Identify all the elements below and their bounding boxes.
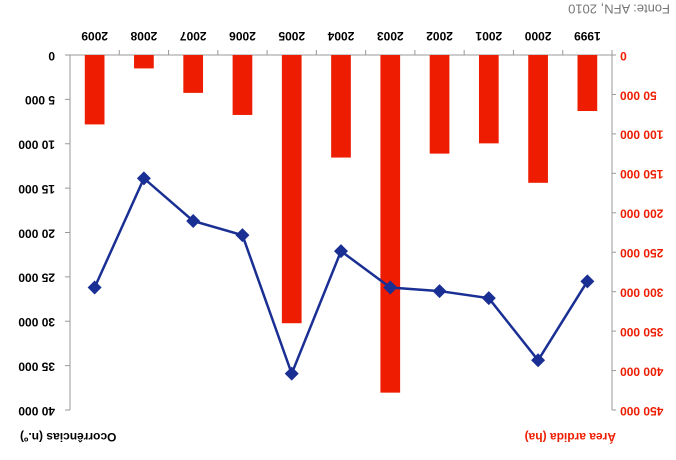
x-tick-label: 2003	[377, 29, 404, 43]
bar	[232, 55, 253, 115]
source: Fonte: AFN, 2010	[568, 2, 670, 17]
bar	[380, 55, 401, 393]
marker	[580, 274, 595, 289]
y2-tick-label: 35 000	[18, 359, 55, 373]
y2-tick-label: 5 000	[25, 93, 55, 107]
y2-tick-label: 25 000	[18, 271, 55, 285]
x-tick-label: 2006	[229, 29, 256, 43]
y-axis-title: Área ardida (ha)	[525, 430, 616, 445]
y2-axis-title: Ocorrências (n.º)	[20, 430, 116, 444]
bar	[577, 55, 598, 112]
bar	[183, 55, 204, 93]
y-tick-label: 250 000	[620, 246, 664, 260]
y2-tick-label: 0	[48, 49, 55, 63]
bar	[429, 55, 450, 154]
y-tick-label: 350 000	[620, 325, 664, 339]
y-tick-label: 400 000	[620, 364, 664, 378]
x-tick-label: 2004	[327, 29, 354, 43]
marker	[481, 291, 496, 306]
marker	[87, 280, 102, 295]
x-tick-label: 2002	[426, 29, 453, 43]
y-tick-label: 200 000	[620, 207, 664, 221]
marker	[235, 228, 250, 243]
bar	[528, 55, 548, 183]
chart-body: Fonte: AFN, 2010 Área ardida (ha) Ocorrê…	[18, 2, 670, 445]
y2-tick-label: 30 000	[18, 315, 55, 329]
y2-tick-label: 10 000	[18, 138, 55, 152]
marker	[432, 284, 447, 299]
x-tick-label: 2008	[130, 29, 157, 43]
x-tick-label: 2009	[81, 29, 108, 43]
x-tick-label: 2000	[524, 29, 551, 43]
x-tick-label: 2007	[180, 29, 207, 43]
marker	[531, 353, 546, 368]
bar	[281, 55, 302, 324]
marker	[284, 366, 299, 381]
y-tick-label: 150 000	[620, 167, 664, 181]
y-tick-label: 100 000	[620, 128, 664, 142]
x-tick-label: 2005	[278, 29, 305, 43]
y-tick-label: 450 000	[620, 404, 664, 418]
y2-tick-label: 15 000	[18, 182, 55, 196]
bar	[134, 55, 154, 69]
marker	[383, 280, 398, 295]
marker	[136, 171, 151, 186]
marker	[186, 213, 201, 228]
marker	[334, 244, 348, 259]
y-tick-label: 0	[620, 49, 627, 63]
bar	[84, 55, 105, 125]
y-tick-label: 300 000	[620, 285, 664, 299]
x-tick-label: 2001	[475, 29, 502, 43]
x-tick-label: 1999	[574, 29, 601, 43]
bar	[331, 55, 351, 158]
bar	[478, 55, 499, 144]
line	[93, 176, 589, 378]
y-tick-label: 50 000	[620, 88, 657, 102]
y2-tick-label: 40 000	[18, 404, 55, 418]
y2-tick-label: 20 000	[18, 226, 55, 240]
